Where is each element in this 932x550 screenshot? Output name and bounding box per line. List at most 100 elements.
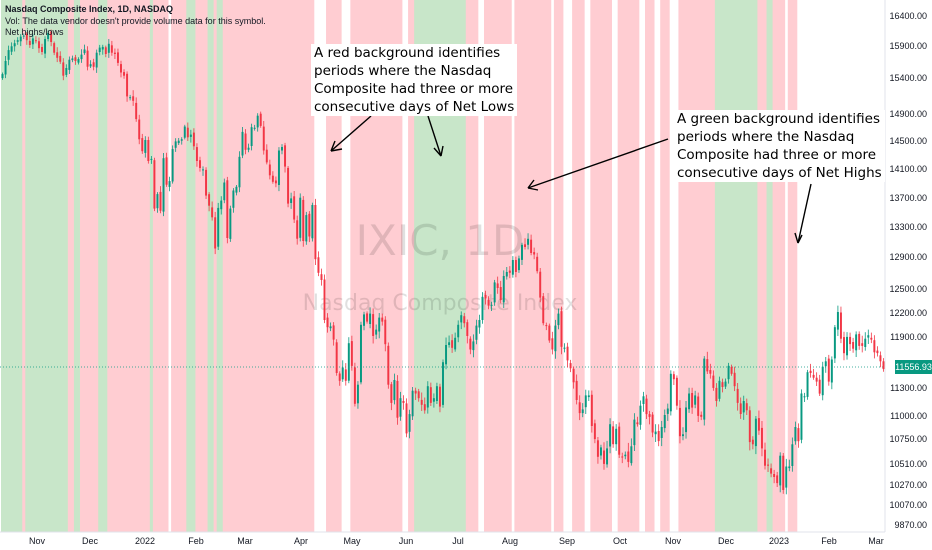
- x-tick: Feb: [188, 536, 204, 546]
- candle: [742, 395, 745, 420]
- candle: [627, 442, 630, 468]
- candle: [211, 201, 214, 221]
- last-price-label: 11556.93: [895, 360, 932, 374]
- x-tick: Sep: [559, 536, 575, 546]
- candle: [864, 332, 867, 351]
- candle: [65, 64, 68, 78]
- watermark-name: Nasdaq Composite Index: [303, 291, 578, 316]
- candle: [129, 94, 132, 101]
- candle: [639, 400, 642, 430]
- y-tick: 16400.00: [889, 11, 927, 21]
- candle: [426, 381, 429, 414]
- candle: [378, 313, 381, 339]
- arrow-red-1-head: [330, 140, 343, 152]
- candle: [53, 41, 56, 56]
- candle: [250, 123, 253, 151]
- arrow-green-2: [797, 183, 812, 244]
- candle: [542, 293, 545, 326]
- candle: [113, 48, 116, 59]
- candle: [217, 202, 220, 250]
- candle: [259, 111, 262, 128]
- candle: [123, 69, 126, 79]
- candle: [399, 391, 402, 421]
- net-lows-band: [222, 0, 315, 532]
- indicator-label[interactable]: Net highs/lows: [5, 27, 64, 37]
- candle: [660, 420, 663, 447]
- candle: [344, 363, 347, 386]
- candle: [663, 409, 666, 433]
- candle: [317, 251, 320, 277]
- x-tick: Apr: [294, 536, 308, 546]
- net-lows-band: [213, 0, 218, 532]
- candle: [350, 335, 353, 371]
- candle: [171, 145, 174, 184]
- candle: [183, 124, 186, 140]
- candle: [104, 45, 107, 58]
- x-tick: Feb: [821, 536, 837, 546]
- candle: [721, 378, 724, 393]
- candle: [815, 372, 818, 386]
- candle: [232, 188, 235, 213]
- candle: [305, 211, 308, 245]
- candle: [47, 30, 50, 42]
- candle: [168, 176, 171, 192]
- candle: [369, 307, 372, 329]
- candle: [359, 321, 362, 385]
- y-tick: 13700.00: [889, 193, 927, 203]
- net-lows-band: [514, 0, 552, 532]
- net-lows-band: [660, 0, 670, 532]
- candle: [770, 463, 773, 478]
- candle: [177, 138, 180, 145]
- candle: [156, 192, 159, 213]
- candle: [630, 438, 633, 466]
- candle: [144, 136, 147, 158]
- y-axis: 16400.00 15900.00 15400.00 14900.00 1450…: [884, 0, 932, 550]
- candle: [879, 351, 882, 368]
- candle: [271, 171, 274, 184]
- candle: [59, 51, 62, 64]
- candle: [478, 314, 481, 334]
- annotation-line: periods where the Nasdaq: [314, 63, 492, 79]
- y-tick: 10510.00: [889, 459, 927, 469]
- symbol-title[interactable]: Nasdaq Composite Index, 1D, NASDAQ: [5, 4, 174, 14]
- candle: [332, 322, 335, 346]
- x-tick: Aug: [502, 536, 518, 546]
- candle: [590, 390, 593, 433]
- candle: [809, 363, 812, 378]
- candle: [551, 331, 554, 355]
- candle: [572, 366, 575, 389]
- candle: [688, 387, 691, 413]
- net-highs-band: [714, 0, 758, 532]
- net-lows-band: [326, 0, 342, 532]
- candle: [706, 351, 709, 374]
- candle: [603, 442, 605, 470]
- candle: [609, 418, 612, 454]
- arrow-red-1: [330, 115, 372, 152]
- candle: [812, 368, 815, 380]
- candle: [244, 129, 247, 155]
- candle: [599, 444, 602, 460]
- net-lows-band: [617, 0, 640, 532]
- annotation-line: Composite had three or more: [677, 147, 877, 163]
- y-tick: 13300.00: [889, 222, 927, 232]
- candle: [89, 60, 92, 68]
- net-lows-band: [171, 0, 187, 532]
- candle: [843, 331, 845, 361]
- candle: [284, 142, 287, 173]
- candle: [299, 193, 302, 242]
- candle: [776, 471, 779, 487]
- candle: [511, 256, 514, 278]
- net-lows-band: [572, 0, 585, 532]
- arrow-red-2: [427, 115, 442, 157]
- candle: [417, 388, 420, 402]
- volume-note: Vol: The data vendor doesn't provide vol…: [5, 16, 266, 26]
- candle: [490, 301, 493, 311]
- candles: [1, 29, 885, 495]
- y-tick: 10070.00: [889, 500, 927, 510]
- candle: [308, 211, 311, 243]
- candle: [277, 147, 280, 192]
- candle: [420, 392, 423, 411]
- candle: [584, 389, 587, 414]
- candle: [827, 354, 830, 386]
